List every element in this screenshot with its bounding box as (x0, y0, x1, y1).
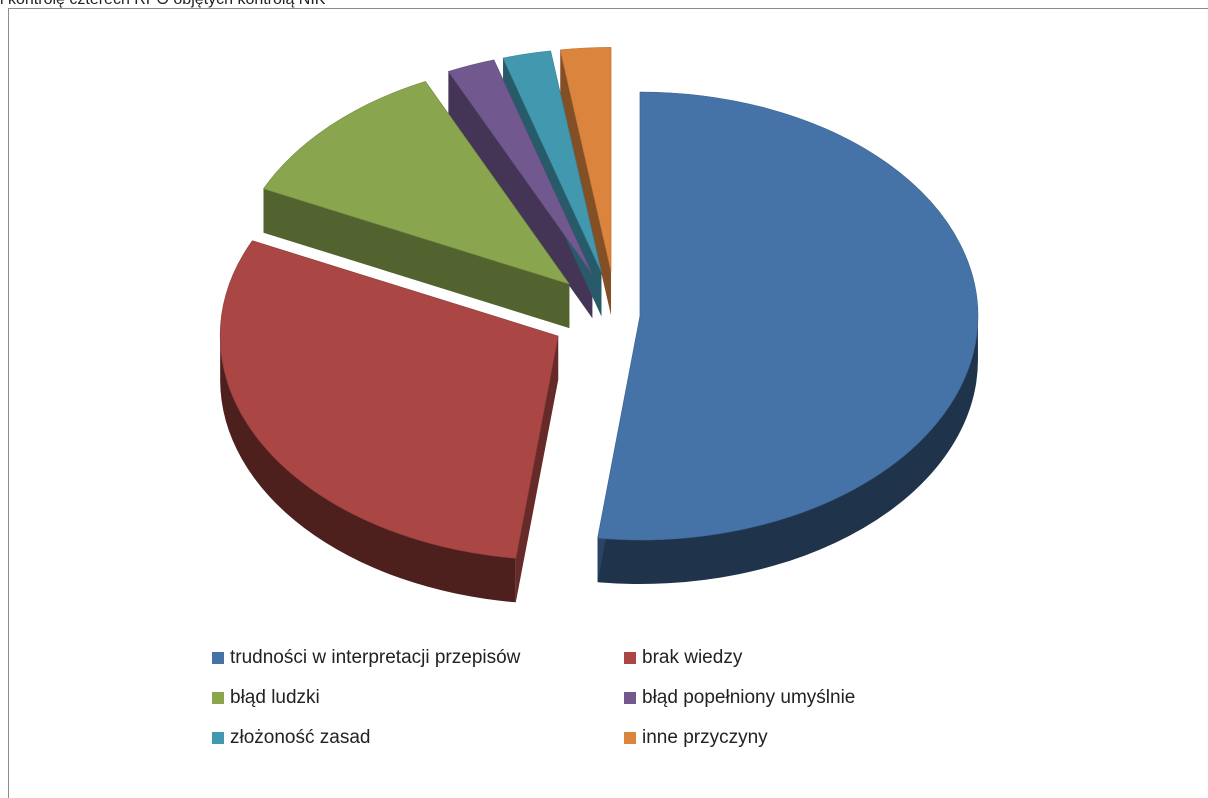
legend-swatch (212, 732, 224, 744)
legend-item: błąd popełniony umyślnie (624, 686, 964, 710)
pie-slice-cut-face (515, 336, 559, 603)
legend-item: błąd ludzki (212, 686, 624, 710)
pie-slice-outer-wall (597, 315, 978, 584)
chart-legend: trudności w interpretacji przepisów brak… (212, 646, 972, 750)
legend-swatch (624, 732, 636, 744)
pie-slice (502, 50, 602, 273)
legend-item: złożoność zasad (212, 726, 624, 750)
legend-label: błąd popełniony umyślnie (642, 687, 856, 708)
legend-label: złożoność zasad (230, 727, 371, 748)
legend-label: brak wiedzy (642, 647, 743, 668)
chart-caption: i kontrolę czterech RPO objętych kontrol… (0, 0, 325, 9)
pie-slice (447, 59, 593, 275)
pie-slice (263, 81, 571, 285)
legend-swatch (624, 652, 636, 664)
pie-slice-cut-face (448, 71, 593, 319)
legend-label: błąd ludzki (230, 687, 320, 708)
legend-label: trudności w interpretacji przepisów (230, 647, 521, 668)
pie-slice-cut-face (263, 188, 570, 329)
legend-item: brak wiedzy (624, 646, 964, 670)
pie-slice-outer-wall (220, 336, 516, 603)
legend-swatch (212, 692, 224, 704)
pie-slice (597, 91, 979, 541)
legend-item: inne przyczyny (624, 726, 964, 750)
legend-item: trudności w interpretacji przepisów (212, 646, 624, 670)
chart-frame (8, 8, 1208, 798)
legend-swatch (212, 652, 224, 664)
legend-swatch (624, 692, 636, 704)
pie-slice-cut-face (560, 49, 612, 316)
pie-slice (559, 47, 612, 272)
legend-label: inne przyczyny (642, 727, 768, 748)
pie-slice (219, 240, 559, 559)
